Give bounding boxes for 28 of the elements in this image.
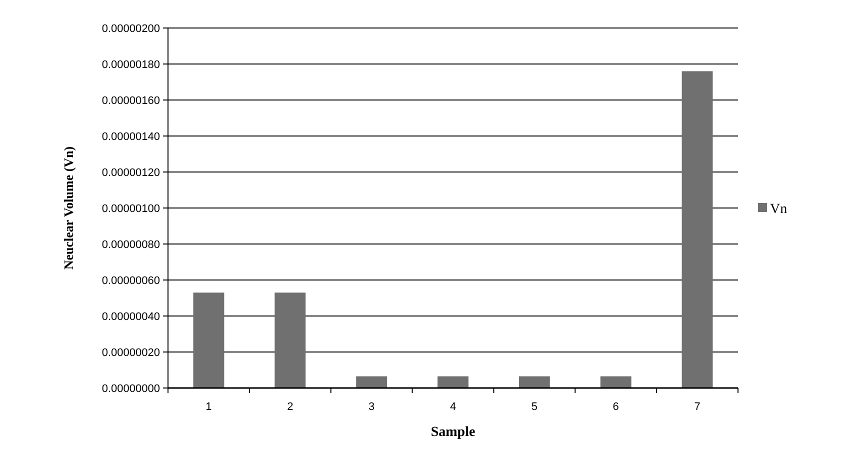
x-tick-label: 1 [206, 401, 212, 413]
y-tick-label: 0.00000020 [102, 346, 160, 359]
x-tick-label: 4 [450, 401, 456, 413]
y-tick-label: 0.00000200 [102, 22, 160, 35]
x-tick-label: 2 [287, 401, 294, 413]
x-tick-label: 5 [531, 401, 538, 413]
bar [682, 71, 713, 388]
y-axis-title: Neuclear Volume (Vn) [61, 146, 76, 270]
y-tick-label: 0.00000060 [102, 274, 160, 287]
y-tick-label: 0.00000120 [102, 166, 160, 179]
x-tick-label: 3 [368, 401, 375, 413]
bar [438, 376, 468, 388]
bar [600, 376, 632, 388]
bar [518, 376, 550, 388]
y-tick-label: 0.00000140 [102, 130, 160, 143]
y-tick-label: 0.00000100 [102, 202, 160, 215]
x-tick-label: 6 [612, 401, 619, 413]
y-tick-label: 0.00000160 [102, 94, 160, 107]
bar [356, 376, 388, 388]
legend-label: Vn [770, 202, 788, 217]
x-tick-label: 7 [694, 401, 700, 413]
y-tick-label: 0.00000000 [102, 382, 160, 395]
y-tick-label: 0.00000180 [102, 58, 160, 71]
bar [274, 292, 306, 388]
y-tick-label: 0.00000080 [102, 238, 160, 251]
bar [193, 292, 224, 388]
x-axis-title: Sample [430, 425, 476, 440]
y-tick-label: 0.00000040 [102, 310, 160, 323]
